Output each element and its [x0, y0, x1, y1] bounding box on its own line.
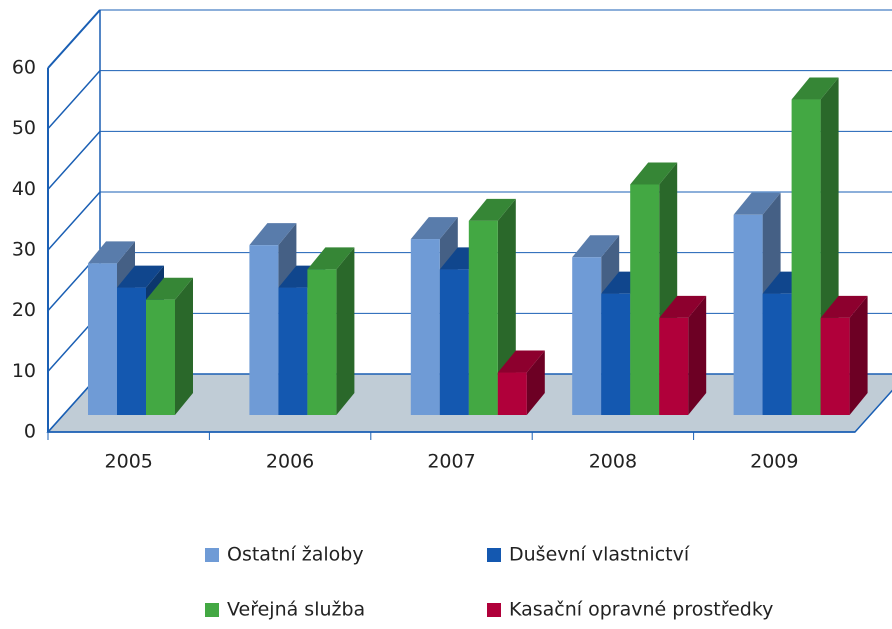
bar-face — [439, 269, 469, 415]
bar-face — [659, 317, 689, 415]
bar-face — [497, 372, 527, 415]
legend-swatch — [487, 603, 501, 617]
bar-face — [497, 350, 545, 373]
legend-swatch — [487, 548, 501, 562]
x-tick-label: 2006 — [266, 451, 314, 473]
grid-line — [47, 130, 101, 190]
bar-face — [820, 295, 868, 318]
legend-label: Duševní vlastnictví — [509, 544, 690, 566]
grid-line — [47, 70, 101, 130]
bar-face — [117, 287, 146, 415]
bar-face — [410, 217, 458, 240]
bar-face — [410, 239, 440, 415]
bar-face — [733, 214, 763, 415]
y-tick-label: 30 — [12, 239, 36, 261]
bar-face — [117, 265, 164, 288]
bar-face — [572, 235, 620, 258]
bar-face — [249, 223, 297, 246]
legend-swatch — [205, 603, 219, 617]
bar-face — [146, 299, 175, 415]
bar-face — [307, 269, 337, 415]
legend-label: Veřejná služba — [227, 599, 365, 621]
bar-face — [820, 317, 850, 415]
x-tick-label: 2009 — [750, 451, 798, 473]
bar-face — [659, 295, 707, 318]
bar — [659, 295, 707, 415]
bar — [497, 350, 545, 415]
bar — [146, 277, 193, 415]
bar-face — [336, 247, 355, 415]
bar — [820, 295, 868, 415]
bar-face — [88, 263, 117, 415]
bar-face — [688, 295, 707, 415]
x-tick-label: 2005 — [105, 451, 153, 473]
bar-face — [733, 192, 781, 215]
x-tick-label: 2008 — [589, 451, 637, 473]
bar-face — [791, 99, 821, 416]
bar-face — [278, 287, 308, 415]
y-tick-label: 50 — [12, 117, 36, 139]
y-tick-label: 0 — [24, 421, 36, 443]
bar-face — [468, 220, 498, 415]
bar-face — [849, 295, 868, 415]
legend-label: Ostatní žaloby — [227, 544, 364, 566]
bar-face — [307, 247, 355, 270]
bar-face — [630, 184, 660, 415]
bar — [307, 247, 355, 415]
bar-face — [249, 245, 279, 415]
bar-face — [526, 350, 545, 415]
y-tick-label: 40 — [12, 178, 36, 200]
bar-face — [630, 162, 678, 185]
y-tick-label: 10 — [12, 360, 36, 382]
grid-line — [47, 9, 101, 69]
bar-face — [468, 198, 516, 221]
legend-swatch — [205, 548, 219, 562]
legend-label: Kasační opravné prostředky — [509, 599, 773, 621]
bar-face — [601, 293, 631, 415]
x-tick-label: 2007 — [427, 451, 475, 473]
bar-face — [88, 241, 135, 264]
y-tick-label: 60 — [12, 57, 36, 79]
bar-face — [146, 277, 193, 300]
y-tick-label: 20 — [12, 299, 36, 321]
bar-face — [791, 77, 839, 100]
bar-face — [572, 257, 602, 415]
bar-face — [762, 293, 792, 415]
grid-line — [47, 191, 101, 251]
bar-face — [175, 277, 193, 415]
